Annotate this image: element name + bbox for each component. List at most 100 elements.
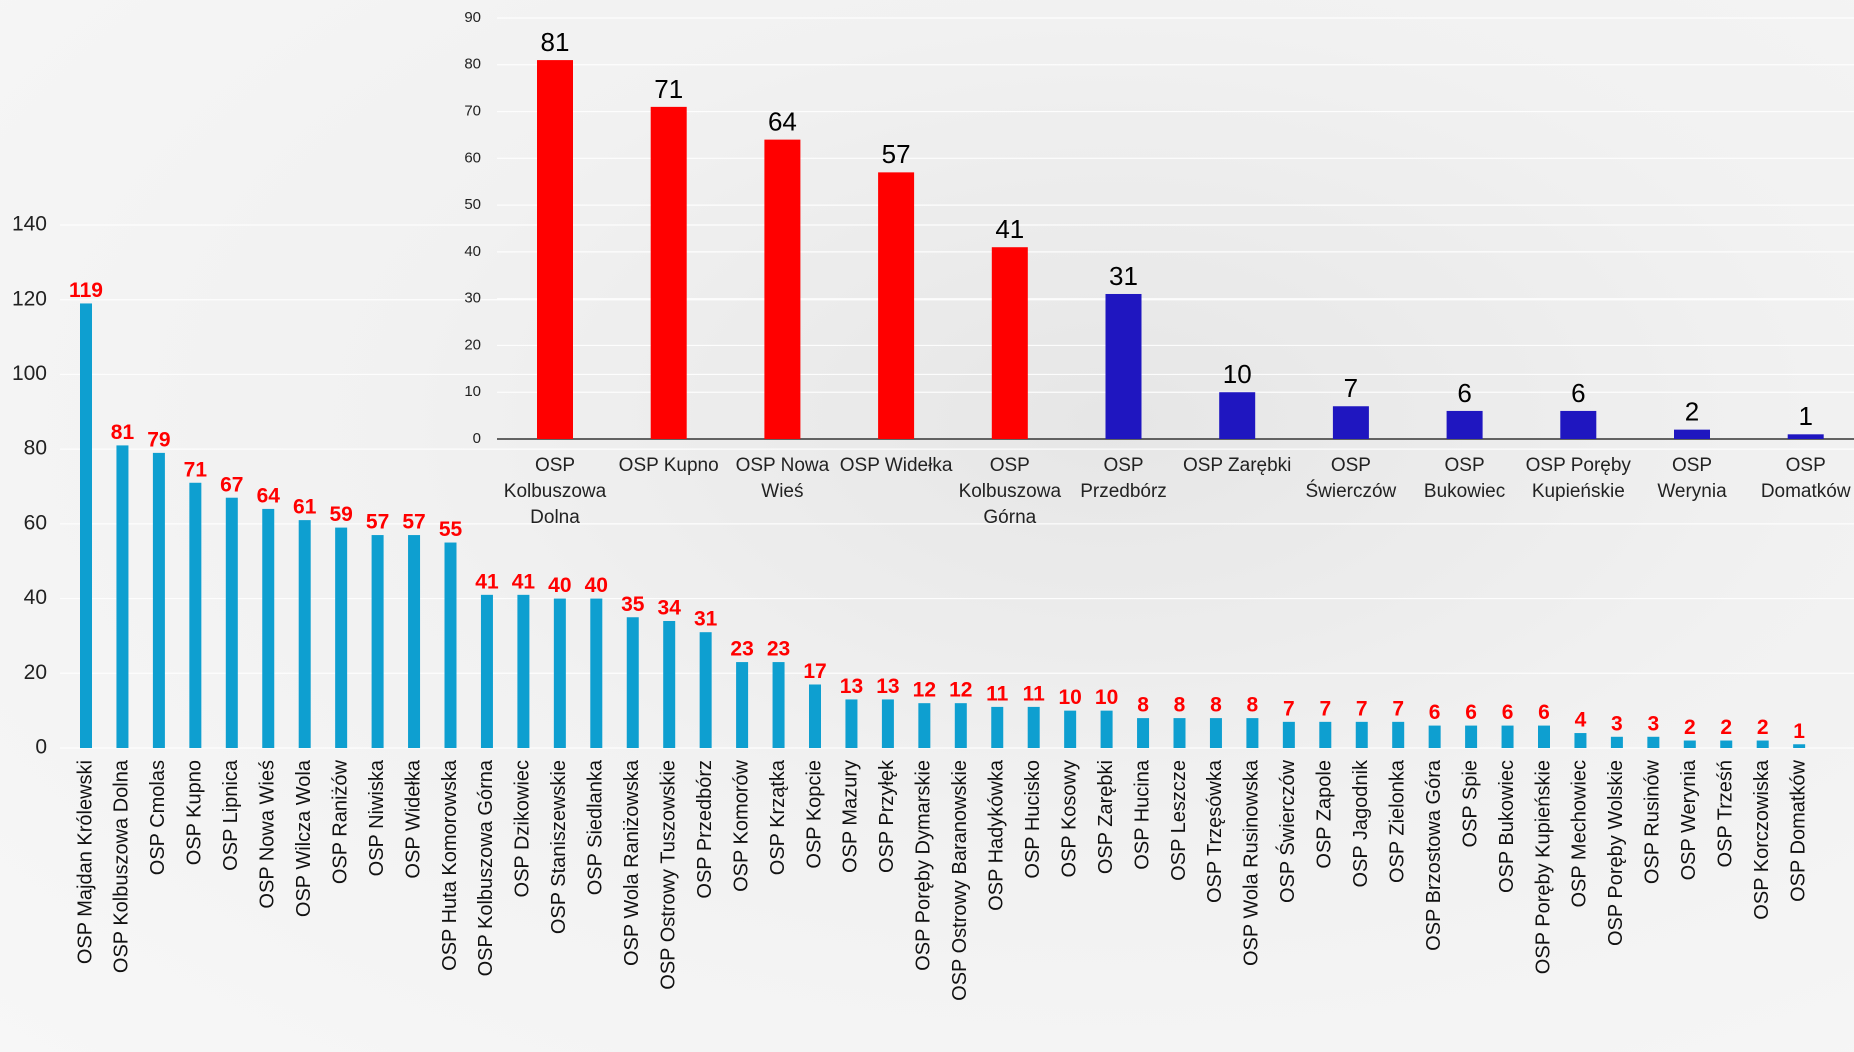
- value-label: 10: [1223, 359, 1252, 389]
- bar: [1392, 721, 1405, 748]
- value-label: 3: [1648, 712, 1660, 735]
- value-label: 11: [986, 682, 1009, 705]
- x-tick-label: OSP Kupno: [618, 455, 719, 476]
- y-tick-label: 80: [464, 56, 481, 73]
- bar: [736, 662, 749, 748]
- x-tick-label: OSP Przedbórz: [1080, 455, 1167, 502]
- bar: [809, 684, 821, 748]
- x-tick-label: OSP Zarębki: [1182, 455, 1292, 476]
- value-label: 6: [1502, 701, 1514, 724]
- bar: [1610, 736, 1623, 748]
- x-tick-label: OSP Widełka: [402, 759, 424, 878]
- bar: [1574, 733, 1587, 748]
- x-tick-label: OSP Cmolas: [147, 760, 169, 875]
- value-label: 8: [1247, 694, 1259, 717]
- x-tick-label: OSP Niwiska: [366, 759, 388, 876]
- y-tick-label: 60: [464, 149, 481, 166]
- value-label: 23: [730, 638, 753, 661]
- value-label: 34: [658, 597, 682, 620]
- value-label: 40: [548, 574, 571, 597]
- bar: [553, 598, 566, 748]
- y-tick-label: 50: [464, 196, 481, 213]
- x-tick-label: OSP Staniszewskie: [548, 760, 570, 934]
- value-label: 10: [1058, 686, 1081, 709]
- x-tick-label: OSP Werynia: [1657, 455, 1727, 502]
- y-tick-label: 90: [464, 9, 481, 26]
- x-tick-label: OSP Zarębki: [1095, 760, 1117, 874]
- y-tick-label: 0: [35, 736, 47, 759]
- value-label: 1: [1798, 401, 1812, 431]
- bar: [116, 445, 129, 748]
- value-label: 40: [585, 574, 608, 597]
- bar: [1355, 721, 1368, 748]
- value-label: 64: [257, 484, 281, 507]
- bar: [1428, 725, 1441, 748]
- value-label: 7: [1283, 697, 1295, 720]
- y-tick-label: 40: [464, 243, 481, 260]
- bar: [1332, 406, 1369, 439]
- x-tick-label: OSP Spie: [1459, 760, 1481, 847]
- y-tick-label: 100: [12, 362, 47, 385]
- x-tick-label: OSP Majdan Królewski: [74, 760, 96, 964]
- value-label: 41: [995, 214, 1024, 244]
- x-tick-label: OSP Dzikowiec: [512, 760, 534, 897]
- x-tick-label: OSP Brzostowa Góra: [1423, 759, 1445, 951]
- value-label: 35: [621, 593, 645, 616]
- y-tick-label: 70: [464, 103, 481, 120]
- bar: [1683, 740, 1696, 748]
- bar: [991, 247, 1028, 439]
- x-tick-label: OSP Zielonka: [1386, 759, 1408, 883]
- x-tick-label: OSP Zapole: [1314, 760, 1336, 869]
- x-tick-label: OSP Wilcza Wola: [293, 759, 315, 917]
- bar: [1027, 706, 1040, 748]
- bar: [878, 172, 915, 439]
- value-label: 10: [1095, 686, 1118, 709]
- x-tick-label: OSP Hucina: [1131, 759, 1153, 870]
- value-label: 17: [803, 660, 826, 683]
- bar: [225, 497, 238, 748]
- x-tick-label: OSP Kolbuszowa Górna: [475, 759, 497, 976]
- bar: [699, 632, 712, 748]
- x-tick-label: OSP Hadykówka: [986, 759, 1008, 911]
- x-tick-label: OSP Huta Komorowska: [439, 759, 461, 971]
- x-tick-label: OSP Werynia: [1678, 759, 1700, 880]
- y-tick-label: 140: [12, 213, 47, 236]
- bar: [1793, 744, 1806, 748]
- x-tick-label: OSP Hucisko: [1022, 760, 1044, 879]
- value-label: 12: [913, 679, 936, 702]
- bar: [335, 527, 348, 748]
- bar: [845, 699, 858, 748]
- bar: [1674, 429, 1710, 439]
- x-tick-label: OSP Kolbuszowa Górna: [958, 455, 1062, 528]
- value-label: 57: [402, 511, 425, 534]
- value-label: 41: [512, 570, 536, 593]
- x-tick-label: OSP Leszcze: [1168, 760, 1190, 881]
- value-label: 8: [1137, 694, 1149, 717]
- x-tick-label: OSP Komorów: [730, 759, 752, 891]
- x-tick-label: OSP Poręby Wolskie: [1605, 760, 1627, 946]
- bar: [1756, 740, 1769, 748]
- x-tick-label: OSP Siedlanka: [585, 759, 607, 895]
- bar: [1647, 736, 1660, 748]
- x-tick-label: OSP Korczowiska: [1751, 759, 1773, 920]
- bar: [189, 482, 202, 748]
- value-label: 41: [475, 570, 499, 593]
- value-label: 71: [654, 74, 683, 104]
- x-tick-label: OSP Ostrowy Tuszowskie: [657, 760, 679, 990]
- y-tick-label: 80: [24, 437, 47, 460]
- x-tick-label: OSP Nowa Wieś: [735, 455, 830, 502]
- bar: [152, 452, 165, 748]
- y-tick-label: 40: [24, 586, 47, 609]
- bar: [1064, 710, 1077, 748]
- value-label: 71: [184, 458, 208, 481]
- bar: [1282, 721, 1295, 748]
- value-label: 57: [882, 139, 911, 169]
- bar: [262, 508, 275, 748]
- bar: [772, 662, 785, 748]
- bar: [1137, 718, 1150, 748]
- bar: [881, 699, 894, 748]
- x-tick-label: OSP Świerczów: [1305, 455, 1397, 502]
- bar: [1465, 725, 1478, 748]
